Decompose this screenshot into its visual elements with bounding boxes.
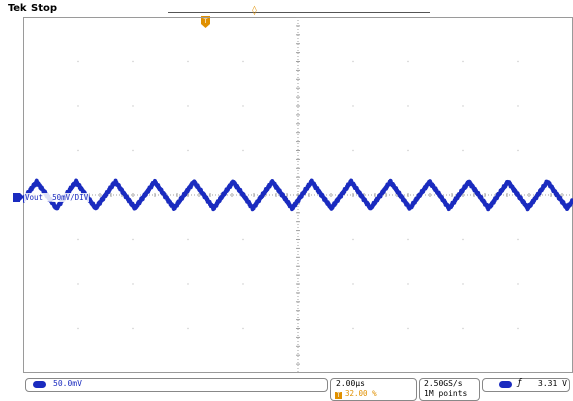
grid-dot [77, 327, 79, 330]
grid-dot [132, 60, 134, 63]
trigger-position-icon[interactable]: T [201, 16, 210, 28]
grid-dot [187, 327, 189, 330]
grid-dot [242, 60, 244, 63]
grid-dot [187, 149, 189, 152]
grid-dot [407, 283, 409, 285]
trigger-position-value: 32.00 % [345, 389, 377, 398]
grid-dot [242, 283, 244, 285]
grid-dot [517, 60, 519, 63]
brand-logo: Tek [8, 3, 27, 14]
grid-dot [132, 238, 134, 241]
grid-dot [77, 149, 79, 152]
ch1-indicator-icon [33, 381, 46, 388]
record-length: 1M points [424, 389, 468, 398]
grid-dot [517, 327, 519, 330]
ch1-label: Vout _50mV/DIV [24, 193, 90, 202]
grid-dot [407, 327, 409, 330]
grid-dot [407, 149, 409, 152]
trigger-source-icon [499, 381, 512, 388]
trigger-t-icon: T [335, 392, 342, 399]
grid-dot [462, 60, 464, 63]
grid-dot [352, 60, 354, 63]
grid-dot [242, 105, 244, 107]
grid-dot [132, 327, 134, 330]
grid-dot [77, 283, 79, 285]
grid-dot [77, 60, 79, 63]
grid-dot [242, 327, 244, 330]
ch1-scale-value: 50.0mV [53, 379, 82, 388]
rising-edge-icon: ƒ [518, 378, 522, 388]
grid-dot [352, 283, 354, 285]
grid-dot [132, 149, 134, 152]
grid-dot [462, 327, 464, 330]
acquisition-box[interactable]: 2.50GS/s 1M points [419, 378, 480, 401]
grid-dot [407, 238, 409, 241]
grid-dot [132, 105, 134, 107]
trigger-marker-letter: T [203, 18, 208, 25]
grid-dot [187, 238, 189, 241]
time-per-div: 2.00µs [336, 379, 365, 388]
grid-dot [352, 149, 354, 152]
ch1-scale-box[interactable]: 50.0mV [25, 378, 328, 392]
trigger-box[interactable]: ƒ 3.31 V [482, 378, 570, 392]
grid-dot [462, 105, 464, 107]
acquisition-status: Stop [31, 3, 58, 14]
grid-dot [462, 238, 464, 241]
trigger-position-readout: T 32.00 % [335, 389, 377, 399]
grid-dot [132, 283, 134, 285]
grid-dot [187, 60, 189, 63]
grid-dot [242, 238, 244, 241]
grid-dot [352, 327, 354, 330]
grid-dot [517, 149, 519, 152]
grid-dot [462, 149, 464, 152]
grid-dot [187, 283, 189, 285]
grid-dot [77, 238, 79, 241]
record-position-bar [168, 12, 430, 13]
horizontal-box[interactable]: 2.00µs T 32.00 % [330, 378, 417, 401]
grid-dot [517, 283, 519, 285]
grid-dot [187, 105, 189, 107]
grid-dot [352, 238, 354, 241]
sample-rate: 2.50GS/s [424, 379, 463, 388]
ch1-waveform-trace [23, 178, 573, 212]
grid-dot [352, 105, 354, 107]
grid-dot [407, 105, 409, 107]
grid-dot [407, 60, 409, 63]
trigger-level-value: 3.31 V [538, 379, 567, 388]
grid-dot [242, 149, 244, 152]
grid-dot [517, 105, 519, 107]
grid-dot [77, 105, 79, 107]
oscilloscope-graticule [23, 17, 573, 373]
record-position-marker[interactable]: ◊ [252, 6, 257, 16]
ch1-ground-marker[interactable] [13, 193, 24, 202]
status-bar: 50.0mV 2.00µs T 32.00 % 2.50GS/s 1M point… [0, 376, 573, 401]
grid-dot [462, 283, 464, 285]
grid-dot [517, 238, 519, 241]
